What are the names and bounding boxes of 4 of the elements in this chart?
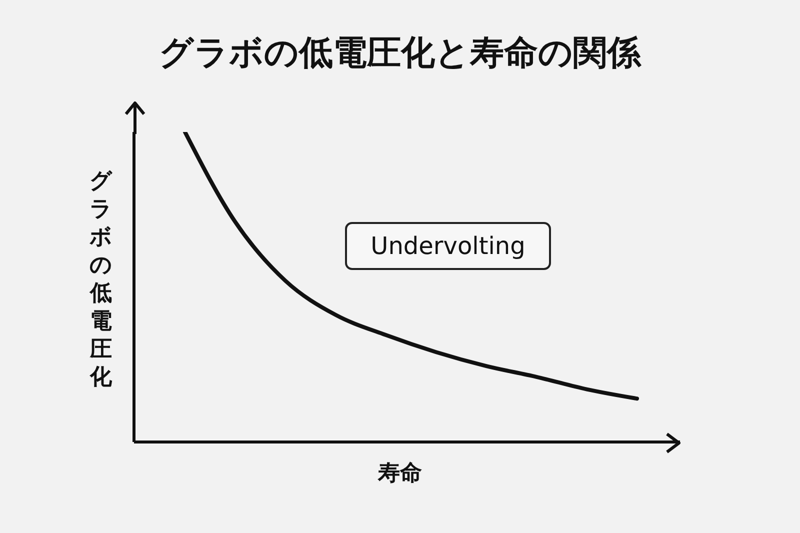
annotation: Undervolting	[345, 222, 551, 270]
y-axis-title: グラボの低電圧化	[88, 168, 114, 392]
x-axis-title: 寿命	[376, 460, 423, 488]
chart-title: グラボの低電圧化と寿命の関係	[158, 32, 642, 75]
